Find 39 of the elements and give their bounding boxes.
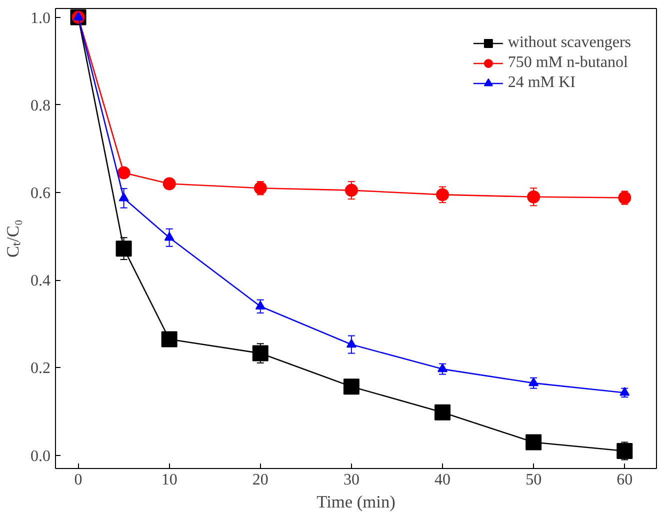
y-tick-label: 0.6 [30,185,50,202]
point [434,404,451,420]
point [162,177,176,190]
point [254,182,267,195]
y-tick-label: 0.2 [30,360,50,378]
point [620,387,630,396]
legend-label: 24 mM KI [508,74,576,92]
point [527,190,540,204]
legend-label: 750 mM n-butanol [508,54,628,72]
x-tick-label: 40 [434,472,451,488]
x-tick-label: 50 [526,472,542,488]
y-tick-label: 1.0 [30,10,50,27]
point [161,331,178,348]
legend-label: without scavengers [508,34,631,52]
x-axis-title: Time (min) [316,492,396,512]
point [618,191,632,204]
point [252,345,268,362]
x-tick-label: 0 [74,472,82,488]
x-tick-label: 60 [616,472,633,488]
y-axis-title: Cₜ/C₀ [4,220,22,258]
point [616,442,633,459]
point [164,232,174,241]
point [438,363,448,372]
point [117,166,130,180]
x-tick-label: 30 [343,472,360,488]
y-tick-label: 0.4 [30,272,50,290]
point [528,377,539,386]
point [116,240,132,257]
y-tick-label: 0.8 [30,97,50,114]
x-tick-label: 20 [252,472,268,488]
point [436,188,450,202]
x-tick-label: 10 [161,472,178,488]
y-tick-label: 0.0 [30,448,50,465]
point [346,338,356,348]
point [526,434,542,450]
point [344,184,358,197]
point [255,300,266,310]
point [118,192,129,202]
point [343,378,360,395]
